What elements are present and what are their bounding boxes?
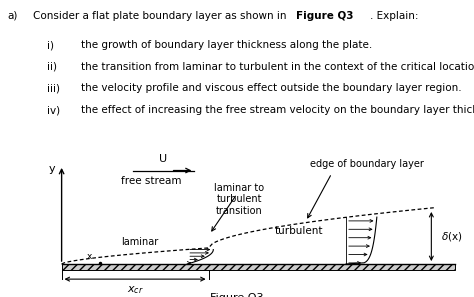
Text: $\delta$(x): $\delta$(x): [441, 230, 463, 243]
Text: U: U: [159, 154, 168, 164]
Text: laminar to
turbulent
transition: laminar to turbulent transition: [214, 183, 264, 216]
Text: ii): ii): [47, 62, 57, 72]
Text: Figure Q3: Figure Q3: [296, 11, 354, 21]
Text: iii): iii): [47, 83, 60, 93]
Text: edge of boundary layer: edge of boundary layer: [310, 159, 424, 169]
Text: i): i): [47, 40, 55, 50]
Text: iv): iv): [47, 105, 61, 115]
Text: a): a): [7, 11, 18, 21]
Text: the velocity profile and viscous effect outside the boundary layer region.: the velocity profile and viscous effect …: [81, 83, 461, 93]
Text: free stream: free stream: [121, 176, 182, 186]
Text: y: y: [49, 164, 55, 174]
Text: turbulent: turbulent: [274, 225, 323, 236]
Text: laminar: laminar: [121, 237, 158, 247]
Text: the transition from laminar to turbulent in the context of the critical location: the transition from laminar to turbulent…: [81, 62, 474, 72]
Polygon shape: [62, 264, 455, 270]
Text: Figure Q3: Figure Q3: [210, 293, 264, 297]
Text: the effect of increasing the free stream velocity on the boundary layer thicknes: the effect of increasing the free stream…: [81, 105, 474, 115]
Text: the growth of boundary layer thickness along the plate.: the growth of boundary layer thickness a…: [81, 40, 372, 50]
Text: Consider a flat plate boundary layer as shown in: Consider a flat plate boundary layer as …: [33, 11, 290, 21]
Text: . Explain:: . Explain:: [370, 11, 418, 21]
Text: x: x: [87, 252, 92, 261]
Text: $x_{cr}$: $x_{cr}$: [127, 284, 144, 296]
